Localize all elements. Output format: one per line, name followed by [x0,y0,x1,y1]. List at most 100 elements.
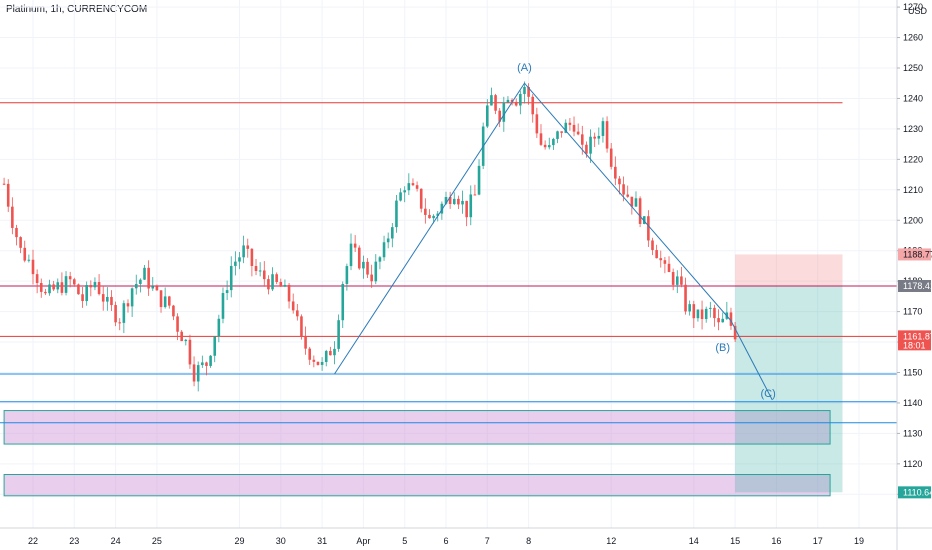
candle-body [106,296,109,302]
candle-body [73,279,76,285]
candle-body [547,145,551,148]
price-label-value: 1188.77 [903,249,932,259]
candle-body [378,257,382,262]
candle-body [337,320,340,349]
y-tick-label: 1150 [903,368,922,378]
candle-body [250,248,254,267]
candle-body [180,331,183,342]
position-stop-zone [735,254,843,286]
y-tick-label: 1230 [903,124,923,134]
candle-body [35,274,39,284]
candle-body [167,296,171,306]
candle-body [461,200,464,205]
candle-body [531,96,535,115]
candle-body [696,309,700,319]
candle-body [667,263,671,273]
candle-body [238,257,241,262]
candle-body [172,305,175,317]
candle-body [614,166,617,179]
x-tick-label: 5 [402,536,407,546]
candle-body [333,348,336,356]
y-tick-label: 1120 [903,459,922,469]
x-tick-label: 8 [526,536,531,546]
candle-body [205,362,208,366]
y-tick-label: 1270 [903,2,923,12]
candle-body [440,203,444,214]
candle-body [403,190,406,193]
candle-body [593,136,596,139]
candle-body [626,194,630,197]
candle-body [27,259,31,261]
candle-body [399,192,402,201]
candle-body [114,305,117,323]
candle-body [486,105,489,127]
candle-body [308,348,312,360]
candle-body [316,361,320,365]
wave-label: (C) [760,388,775,400]
candle-body [234,261,237,266]
candle-body [605,121,609,149]
candle-body [271,274,274,290]
candle-body [630,196,634,207]
candle-body [300,316,303,337]
y-tick-label: 1130 [903,428,922,438]
candle-body [688,304,691,312]
candle-body [31,259,35,275]
candle-body [209,355,212,366]
x-tick-label: 12 [606,536,616,546]
candle-body [580,134,584,145]
price-axis-bg [897,0,932,550]
candle-body [134,283,138,289]
candle-body [585,144,588,154]
zone-rect [3,410,831,445]
candle-body [370,274,373,282]
candle-body [213,336,217,356]
candle-body [506,99,510,103]
candle-body [196,365,200,382]
candle-body [671,272,675,285]
x-tick-label: 17 [813,536,823,546]
candle-body [448,197,452,205]
candle-body [523,86,526,94]
candle-body [539,133,543,145]
candle-body [110,296,113,306]
candle-body [143,267,146,280]
candle-body [101,294,105,302]
candle-body [634,198,638,207]
y-tick-label: 1210 [903,185,923,195]
candle-body [48,284,51,294]
x-tick-label: 7 [485,536,490,546]
candle-body [494,95,497,111]
x-tick-label: Apr [356,536,370,546]
candle-body [638,198,642,224]
candle-body [291,301,295,311]
y-tick-label: 1250 [903,63,923,73]
candle-body [564,122,568,133]
x-tick-label: 19 [854,536,864,546]
candle-body [81,294,84,302]
candle-body [729,312,733,326]
candle-body [242,245,245,258]
price-label-value: 1110.64 [903,487,932,497]
candle-body [704,308,708,320]
y-tick-label: 1220 [903,154,923,164]
candle-body [432,215,435,219]
candle-body [519,93,522,106]
x-tick-label: 23 [69,536,79,546]
candle-body [576,131,580,135]
candle-body [44,291,47,294]
candle-body [552,138,555,146]
candle-body [176,316,179,332]
candle-body [345,266,349,284]
x-tick-label: 6 [443,536,448,546]
candle-body [329,350,332,356]
candle-body [391,227,394,239]
candle-body [122,303,126,323]
candle-body [527,86,530,97]
candle-body [415,185,419,189]
candle-body [262,270,266,280]
candle-body [275,274,278,282]
candle-body [659,258,663,261]
y-tick-label: 1240 [903,93,923,103]
